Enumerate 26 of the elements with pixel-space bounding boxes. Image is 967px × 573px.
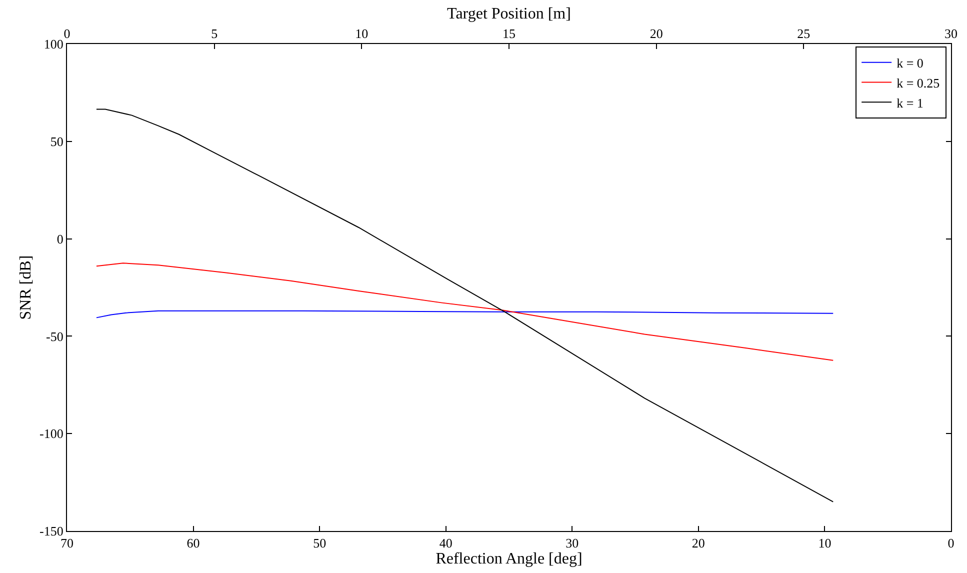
y-axis-title: SNR [dB] xyxy=(17,255,34,320)
legend-label: k = 0.25 xyxy=(896,75,940,90)
y-tick-label: -50 xyxy=(46,328,64,344)
legend-label: k = 1 xyxy=(896,95,924,110)
x2-tick-label: 25 xyxy=(797,26,810,41)
y-tick-label: -100 xyxy=(40,426,64,442)
x-tick-label: 40 xyxy=(439,536,452,551)
x-tick-label: 10 xyxy=(818,536,832,551)
x-tick-label: 50 xyxy=(313,536,326,551)
x-tick-label: 60 xyxy=(186,536,200,551)
x2-tick-label: 5 xyxy=(211,26,218,41)
x2-tick-label: 30 xyxy=(944,26,958,41)
x-tick-label: 30 xyxy=(566,536,579,551)
x-tick-label: 0 xyxy=(948,536,954,551)
legend-label: k = 0 xyxy=(896,55,924,70)
x2-axis-title: Target Position [m] xyxy=(447,6,571,23)
x-tick-label: 20 xyxy=(692,536,705,551)
x-axis-title: Reflection Angle [deg] xyxy=(436,550,582,568)
x-tick-label: 70 xyxy=(60,536,74,551)
y-tick-label: 100 xyxy=(44,36,64,52)
x2-tick-label: 10 xyxy=(355,26,368,41)
x2-tick-label: 15 xyxy=(502,26,516,41)
y-tick-label: -150 xyxy=(40,524,64,539)
y-tick-label: 50 xyxy=(50,134,64,149)
x2-tick-label: 20 xyxy=(650,26,663,41)
y-tick-label: 0 xyxy=(56,231,64,246)
